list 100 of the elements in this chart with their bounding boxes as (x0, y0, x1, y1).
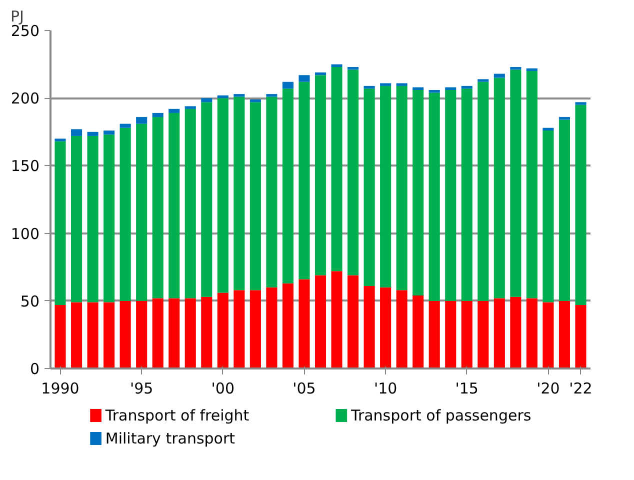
bar (494, 78, 505, 298)
bar (542, 130, 554, 302)
bar (298, 279, 310, 368)
bar (168, 112, 180, 298)
bar (250, 102, 261, 290)
x-tick-label: '20 (536, 380, 560, 398)
bar (266, 94, 278, 97)
bar (54, 141, 66, 305)
bar (348, 275, 359, 368)
bar (54, 138, 66, 142)
y-tick-label: 200 (10, 90, 40, 108)
bar (70, 302, 82, 368)
x-tick-label: '15 (455, 380, 478, 398)
bar (445, 87, 456, 90)
bar (331, 67, 342, 272)
bar (314, 75, 326, 276)
bar (298, 82, 310, 280)
bar (412, 295, 424, 368)
bar (412, 90, 424, 296)
bar (526, 68, 538, 72)
bar (331, 271, 342, 368)
bar (364, 86, 375, 89)
bar (282, 283, 294, 368)
bar (120, 124, 131, 128)
bar (201, 296, 212, 368)
bar (250, 290, 261, 368)
bar (510, 67, 522, 70)
bar (70, 136, 82, 302)
bar (282, 82, 294, 89)
bar (234, 290, 245, 368)
legend-label: Military transport (105, 430, 236, 448)
bar (104, 130, 115, 135)
y-tick-label: 50 (20, 292, 40, 310)
bar (104, 302, 115, 368)
bar (575, 104, 586, 305)
bar (54, 304, 66, 368)
bar (282, 88, 294, 284)
bar (136, 124, 148, 301)
bar (428, 90, 440, 93)
bar (104, 134, 115, 302)
bar (348, 70, 359, 276)
bar (184, 106, 196, 109)
bar (478, 82, 489, 301)
bar (120, 300, 131, 368)
bar (558, 117, 570, 120)
bar (510, 70, 522, 297)
bar (201, 98, 212, 102)
bar (494, 74, 505, 78)
legend-label: Transport of freight (104, 406, 250, 424)
bar (558, 300, 570, 368)
bar (364, 286, 375, 368)
bar (445, 300, 456, 368)
bar (412, 87, 424, 90)
bar (217, 95, 228, 98)
bar (396, 290, 408, 368)
bar (364, 88, 375, 286)
bar (87, 132, 98, 136)
bar (380, 83, 392, 86)
x-tick-label: '95 (130, 380, 154, 398)
bar (250, 99, 261, 102)
bar (234, 96, 245, 290)
x-tick-label: 1990 (41, 380, 80, 398)
bar (461, 86, 472, 89)
bar (314, 275, 326, 368)
bar (478, 79, 489, 82)
bar (298, 75, 310, 82)
x-tick-label: '00 (211, 380, 235, 398)
bar (184, 298, 196, 368)
x-tick-label: '22 (569, 380, 592, 398)
y-tick-label: 0 (30, 360, 40, 378)
bar (542, 128, 554, 131)
bar (266, 96, 278, 288)
bar (575, 102, 586, 105)
bar (201, 102, 212, 297)
bar (266, 287, 278, 368)
bar (152, 112, 164, 118)
bar (461, 300, 472, 368)
bar (168, 298, 180, 368)
bar (120, 128, 131, 301)
bar (396, 86, 408, 290)
bar (575, 304, 586, 368)
bar (428, 92, 440, 301)
bar (526, 298, 538, 368)
bar (217, 292, 228, 368)
bar (380, 287, 392, 368)
bar (331, 64, 342, 68)
bar (168, 108, 180, 113)
y-axis-title: PJ (10, 8, 24, 26)
bar (136, 300, 148, 368)
bar (380, 86, 392, 288)
bar (428, 300, 440, 368)
bar (558, 120, 570, 301)
bar (461, 88, 472, 301)
bar (152, 298, 164, 368)
bar (184, 108, 196, 298)
bar (445, 90, 456, 301)
bar (494, 298, 505, 368)
bar (510, 296, 522, 368)
bar (152, 117, 164, 298)
legend-label: Transport of passengers (350, 406, 532, 424)
